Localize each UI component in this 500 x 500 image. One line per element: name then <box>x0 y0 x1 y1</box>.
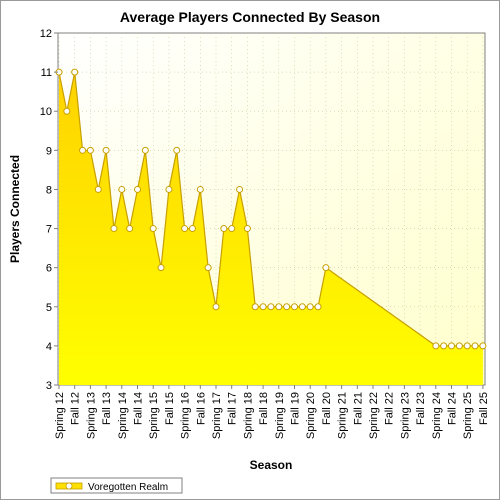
x-tick-label: Fall 17 <box>227 392 239 425</box>
legend: Voregotten Realm <box>50 477 183 494</box>
y-tick-label: 11 <box>41 67 52 79</box>
data-point <box>471 342 479 350</box>
x-tick-label: Fall 21 <box>352 392 364 425</box>
x-tick-label: Spring 22 <box>368 392 380 439</box>
data-point <box>440 342 448 350</box>
x-tick-label: Spring 15 <box>148 392 160 439</box>
y-tick-label: 8 <box>46 184 52 196</box>
data-point <box>236 185 244 193</box>
data-point <box>220 225 228 233</box>
data-point <box>165 185 173 193</box>
y-tick-label: 9 <box>46 145 52 157</box>
data-point <box>204 264 212 272</box>
x-tick-label: Spring 24 <box>431 392 443 439</box>
data-point <box>126 225 134 233</box>
x-tick-label: Spring 21 <box>337 392 349 439</box>
data-point <box>118 185 126 193</box>
y-tick-label: 6 <box>46 263 52 275</box>
data-point <box>134 185 141 193</box>
data-point <box>149 225 157 233</box>
data-point <box>212 303 220 311</box>
x-tick-label: Fall 16 <box>195 392 207 425</box>
data-point <box>479 342 487 350</box>
data-point <box>283 303 291 311</box>
y-tick-label: 7 <box>46 224 52 236</box>
y-tick-label: 10 <box>40 106 52 118</box>
data-point <box>71 68 79 76</box>
data-point <box>314 303 322 311</box>
x-tick-label: Fall 12 <box>70 392 82 425</box>
x-tick-label: Spring 16 <box>180 392 192 439</box>
x-tick-label: Fall 14 <box>133 392 145 425</box>
data-point <box>291 303 298 311</box>
data-point <box>243 225 251 233</box>
data-point <box>94 185 102 193</box>
x-tick-label: Fall 25 <box>478 392 490 425</box>
y-axis-ticks: 3 4 5 6 7 8 9 10 11 12 <box>40 28 58 392</box>
legend-label: Voregotten Realm <box>88 482 168 493</box>
data-point <box>275 303 283 311</box>
area-fill <box>59 72 483 385</box>
x-tick-label: Fall 24 <box>447 392 459 425</box>
x-tick-label: Spring 17 <box>211 392 223 439</box>
data-point <box>251 303 259 311</box>
data-point <box>173 146 181 154</box>
y-tick-label: 12 <box>40 28 52 40</box>
legend-marker <box>65 482 73 490</box>
x-tick-label: Spring 23 <box>399 392 411 439</box>
x-tick-label: Fall 22 <box>384 392 396 425</box>
x-tick-label: Spring 14 <box>117 392 129 439</box>
data-point <box>110 225 118 233</box>
y-axis-label: Players Connected <box>8 155 22 263</box>
x-tick-label: Fall 13 <box>101 392 113 425</box>
x-tick-label: Spring 20 <box>305 392 317 439</box>
x-tick-label: Spring 12 <box>54 392 66 439</box>
x-tick-label: Fall 20 <box>321 392 333 425</box>
y-tick-label: 3 <box>46 380 52 392</box>
data-point <box>322 264 330 272</box>
series-markers <box>55 68 487 350</box>
data-point <box>267 303 275 311</box>
x-tick-label: Fall 23 <box>415 392 427 425</box>
legend-box <box>50 477 183 494</box>
x-axis-ticks: Spring 12 Fall 12 Spring 13 Fall 13 Spring 1… <box>54 385 490 439</box>
chart-title: Average Players Connected By Season <box>120 9 380 25</box>
data-point <box>432 342 440 350</box>
y-tick-label: 4 <box>46 341 52 353</box>
data-point <box>141 146 149 154</box>
data-point <box>196 185 204 193</box>
y-tick-label: 5 <box>46 302 52 314</box>
x-tick-label: Spring 19 <box>274 392 286 439</box>
data-point <box>188 225 196 233</box>
x-tick-label: Fall 15 <box>164 392 176 425</box>
series-line <box>58 71 483 347</box>
data-point <box>157 264 165 272</box>
data-point <box>63 107 71 115</box>
x-tick-label: Spring 18 <box>242 392 254 439</box>
data-point <box>455 342 463 350</box>
x-tick-label: Fall 18 <box>258 392 270 425</box>
data-point <box>448 342 455 350</box>
data-point <box>102 146 110 154</box>
data-point <box>86 146 94 154</box>
data-point <box>228 225 236 233</box>
data-point <box>181 225 189 233</box>
data-point <box>259 303 267 311</box>
x-tick-label: Fall 19 <box>290 392 302 425</box>
data-point <box>298 303 306 311</box>
data-point <box>463 342 471 350</box>
x-axis-label: Season <box>250 458 293 472</box>
data-point <box>79 146 87 154</box>
data-point <box>306 303 314 311</box>
x-tick-label: Spring 25 <box>462 392 474 439</box>
x-tick-label: Spring 13 <box>85 392 97 439</box>
